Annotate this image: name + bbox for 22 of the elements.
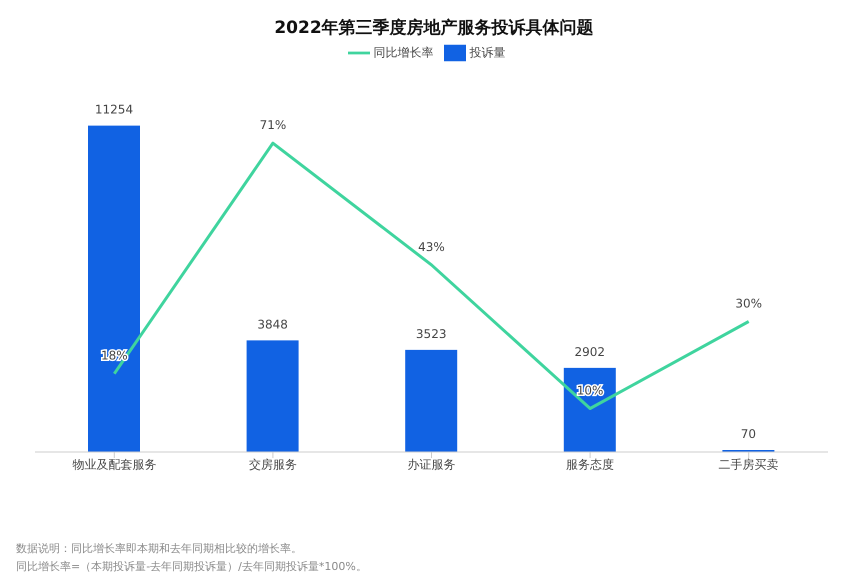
legend-label: 同比增长率 [374,45,434,60]
data-label: 10% [576,384,604,398]
x-tick-label: 物业及配套服务 [72,458,156,472]
bar [88,126,140,452]
data-label: 3523 [416,326,446,341]
chart-title: 2022年第三季度房地产服务投诉具体问题 [273,17,595,39]
text: 同比增长率=（本期投诉量-去年同期投诉量）/去年同期投诉量*100%。 [16,559,367,575]
x-tick-label: 服务态度 [566,458,614,472]
data-label: 3848 [257,317,288,332]
x-tick-label: 交房服务 [248,458,297,472]
data-label: 11254 [94,102,134,117]
data-label: 30% [735,296,762,310]
data-label: 71% [260,118,286,132]
data-label: 43% [418,240,445,254]
data-label: 2902 [574,344,606,359]
text: 数据说明：同比增长率即本期和去年同期相比较的增长率。 [16,541,303,557]
legend-label: 投诉量 [470,45,506,60]
x-tick-label: 办证服务 [408,458,456,472]
bar [246,340,299,452]
bar [405,350,458,452]
x-tick-label: 二手房买卖 [718,458,779,472]
data-label: 70 [740,426,756,441]
